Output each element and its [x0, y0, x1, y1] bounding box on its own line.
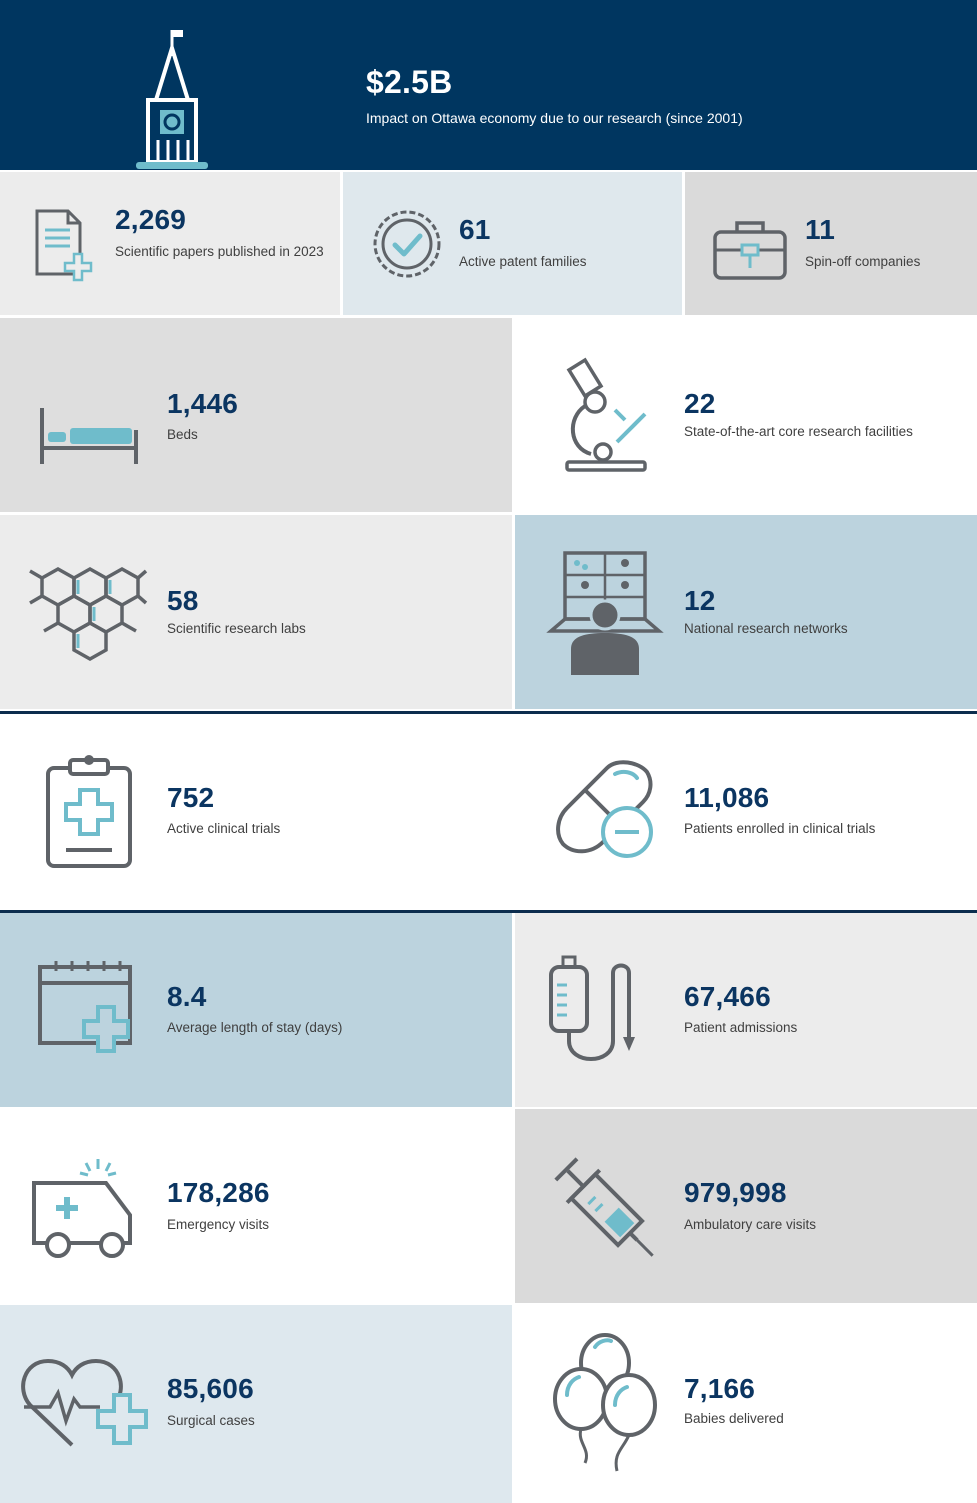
stat-value: 58 — [167, 585, 199, 616]
stat-tile-ambulatory: 979,998 Ambulatory care visits — [515, 1109, 977, 1303]
video-conference-icon — [546, 549, 664, 675]
stat-tile-babies: 7,166 Babies delivered — [515, 1305, 977, 1503]
stat-label: Active clinical trials — [167, 821, 281, 836]
stat-label: Average length of stay (days) — [167, 1020, 343, 1035]
stat-label: Scientific papers published in 2023 — [115, 244, 324, 259]
stat-value: 979,998 — [684, 1177, 787, 1208]
stat-label: Patients enrolled in clinical trials — [684, 821, 876, 836]
stat-tile-networks: 12 National research networks — [515, 515, 977, 709]
clipboard-cross-icon — [44, 754, 134, 870]
stat-tile-patients-enrolled: 11,086 Patients enrolled in clinical tri… — [515, 714, 977, 909]
stat-label: State-of-the-art core research facilitie… — [684, 424, 913, 439]
stat-label: Active patent families — [459, 254, 587, 269]
balloons-icon — [551, 1333, 659, 1475]
section-divider — [0, 711, 977, 714]
stat-label: Babies delivered — [684, 1411, 784, 1426]
stat-tile-surgical: 85,606 Surgical cases — [0, 1305, 512, 1503]
stat-value: 11 — [805, 214, 835, 245]
stat-tile-beds: 1,446 Beds — [0, 318, 512, 512]
stat-label: Ambulatory care visits — [684, 1217, 817, 1232]
stat-value: 2,269 — [115, 204, 187, 235]
stat-value: 22 — [684, 388, 716, 419]
stat-tile-emergency: 178,286 Emergency visits — [0, 1109, 512, 1303]
stat-label: Scientific research labs — [167, 621, 306, 636]
stat-label: Spin-off companies — [805, 254, 921, 269]
iv-drip-icon — [549, 953, 639, 1069]
stat-label: National research networks — [684, 621, 848, 636]
heart-pulse-icon — [20, 1355, 158, 1451]
stat-label: Patient admissions — [684, 1020, 798, 1035]
economy-impact-label: Impact on Ottawa economy due to our rese… — [366, 110, 743, 126]
stat-value: 1,446 — [167, 388, 239, 419]
stat-value: 67,466 — [684, 981, 771, 1012]
stat-tile-length-of-stay: 8.4 Average length of stay (days) — [0, 913, 512, 1107]
stat-value: 11,086 — [684, 782, 770, 813]
stat-tile-labs: 58 Scientific research labs — [0, 515, 512, 709]
stat-tile-facilities: 22 State-of-the-art core research facili… — [515, 318, 977, 512]
hexagon-molecule-icon — [28, 565, 148, 662]
calendar-plus-icon — [36, 959, 144, 1065]
stat-tile-papers: 2,269 Scientific papers published in 202… — [0, 172, 340, 315]
stat-label: Surgical cases — [167, 1413, 255, 1428]
economy-impact-value: $2.5B — [366, 64, 453, 100]
stat-tile-patents: 61 Active patent families — [343, 172, 682, 315]
briefcase-icon — [711, 218, 789, 282]
document-plus-icon — [32, 208, 98, 284]
stat-value: 8.4 — [167, 981, 207, 1012]
stat-value: 178,286 — [167, 1177, 270, 1208]
stat-tile-spinoffs: 11 Spin-off companies — [685, 172, 977, 315]
stat-value: 752 — [167, 782, 215, 813]
stat-value: 61 — [459, 214, 491, 245]
stat-tile-clinical-trials: 752 Active clinical trials — [0, 714, 512, 909]
ambulance-icon — [30, 1157, 138, 1261]
microscope-icon — [561, 357, 651, 472]
stat-label: Beds — [167, 427, 198, 442]
tower-icon — [130, 22, 212, 170]
seal-check-icon — [371, 208, 443, 280]
stat-tile-admissions: 67,466 Patient admissions — [515, 913, 977, 1107]
section-divider — [0, 910, 977, 913]
stat-value: 12 — [684, 585, 716, 616]
syringe-icon — [545, 1147, 667, 1271]
stat-value: 85,606 — [167, 1373, 254, 1404]
pill-capsule-icon — [555, 758, 659, 862]
header-banner: $2.5B Impact on Ottawa economy due to ou… — [0, 0, 977, 170]
bed-icon — [38, 404, 140, 468]
stat-label: Emergency visits — [167, 1217, 270, 1232]
stat-value: 7,166 — [684, 1373, 756, 1404]
